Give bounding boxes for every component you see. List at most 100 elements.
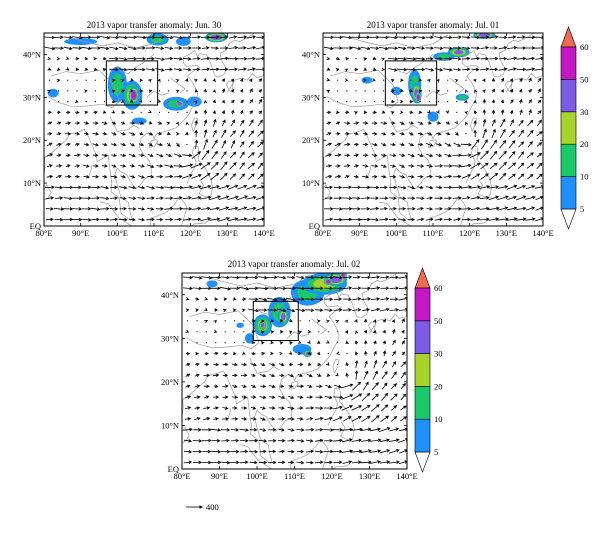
- wind-vector: [471, 139, 480, 150]
- map-area: [44, 33, 264, 226]
- coastline: [428, 196, 467, 226]
- wind-vector: [335, 319, 340, 324]
- wind-vector: [518, 129, 524, 138]
- wind-vector: [332, 35, 344, 40]
- coastline: [149, 196, 188, 226]
- wind-vector: [229, 173, 237, 180]
- anomaly-contour: [280, 312, 286, 321]
- wind-vector: [443, 217, 453, 222]
- wind-vector: [90, 185, 101, 190]
- wind-vector: [222, 395, 229, 399]
- wind-vector: [111, 132, 117, 136]
- lon-tick-label: 140°E: [532, 228, 553, 238]
- wind-vector: [184, 417, 192, 421]
- wind-vector: [184, 406, 192, 410]
- wind-vector: [128, 153, 136, 158]
- wind-vector: [258, 110, 263, 114]
- wind-vector: [191, 206, 202, 211]
- wind-vector: [248, 130, 255, 137]
- wind-vector: [90, 207, 101, 211]
- wind-vector: [452, 196, 462, 200]
- wind-vector: [257, 119, 263, 127]
- wind-vector: [56, 153, 62, 158]
- wind-vector: [371, 164, 379, 168]
- wind-vector: [371, 174, 378, 179]
- wind-vector: [239, 141, 245, 148]
- wind-vector: [259, 428, 267, 432]
- wind-vector: [372, 67, 377, 71]
- wind-vector: [360, 438, 372, 443]
- wind-vector: [435, 175, 443, 179]
- wind-vector: [84, 56, 89, 61]
- colorbar-top-triangle: [560, 26, 577, 48]
- wind-vector: [296, 384, 305, 389]
- wind-vector: [517, 35, 526, 39]
- wind-vector: [166, 142, 171, 147]
- wind-vector: [355, 58, 357, 60]
- wind-vector: [341, 217, 353, 222]
- wind-vector: [314, 297, 324, 301]
- wind-vector: [203, 99, 208, 104]
- wind-vector: [249, 449, 259, 454]
- wind-vector: [203, 109, 208, 115]
- wind-vector: [221, 88, 226, 94]
- wind-vector: [381, 382, 388, 390]
- wind-vector: [336, 110, 340, 114]
- wind-vector: [351, 449, 363, 453]
- wind-vector: [470, 217, 481, 222]
- wind-vector: [490, 46, 498, 50]
- wind-vector: [185, 297, 190, 301]
- wind-vector: [287, 449, 295, 454]
- wind-vector: [334, 297, 343, 301]
- wind-vector: [353, 164, 360, 168]
- wind-vector: [326, 78, 331, 82]
- wind-vector: [355, 79, 357, 81]
- wind-vector: [74, 164, 81, 168]
- wind-vector: [389, 217, 398, 222]
- wind-vector: [354, 359, 359, 369]
- wind-vector: [443, 185, 453, 190]
- wind-vector: [427, 121, 432, 125]
- wind-vector: [482, 78, 486, 83]
- wind-vector: [333, 286, 343, 291]
- wind-vector: [498, 46, 508, 50]
- wind-vector: [382, 90, 385, 92]
- wind-vector: [258, 152, 263, 158]
- wind-vector: [461, 153, 472, 157]
- wind-vector: [54, 217, 64, 222]
- wind-vector: [479, 185, 491, 189]
- wind-vector: [360, 449, 372, 454]
- coastline: [332, 462, 352, 469]
- wind-vector: [382, 319, 387, 323]
- wind-vector: [390, 164, 396, 168]
- wind-vector: [127, 67, 138, 72]
- wind-vector: [527, 119, 534, 127]
- wind-vector: [257, 286, 269, 291]
- wind-vector: [246, 195, 257, 200]
- wind-vector: [407, 46, 416, 50]
- wind-vector: [408, 164, 415, 168]
- wind-vector: [497, 185, 509, 189]
- wind-vector: [285, 297, 297, 302]
- wind-vector: [168, 111, 170, 113]
- wind-vector: [212, 129, 217, 138]
- wind-vector: [335, 164, 341, 168]
- wind-vector: [267, 286, 278, 291]
- wind-vector: [286, 275, 296, 280]
- wind-vector: [389, 174, 397, 179]
- wind-vector: [306, 373, 313, 378]
- wind-vector: [186, 90, 188, 92]
- wind-vector: [249, 460, 258, 465]
- wind-vector: [194, 406, 201, 410]
- wind-vector: [218, 184, 230, 190]
- wind-vector: [324, 406, 334, 410]
- wind-vector: [229, 286, 241, 291]
- wind-vector: [231, 99, 235, 104]
- wind-vector: [219, 56, 229, 61]
- wind-vector: [220, 161, 228, 171]
- wind-vector: [360, 427, 372, 432]
- wind-vector: [296, 275, 305, 280]
- wind-vector: [341, 394, 354, 400]
- wind-vector: [277, 275, 287, 280]
- wind-vector: [499, 172, 507, 181]
